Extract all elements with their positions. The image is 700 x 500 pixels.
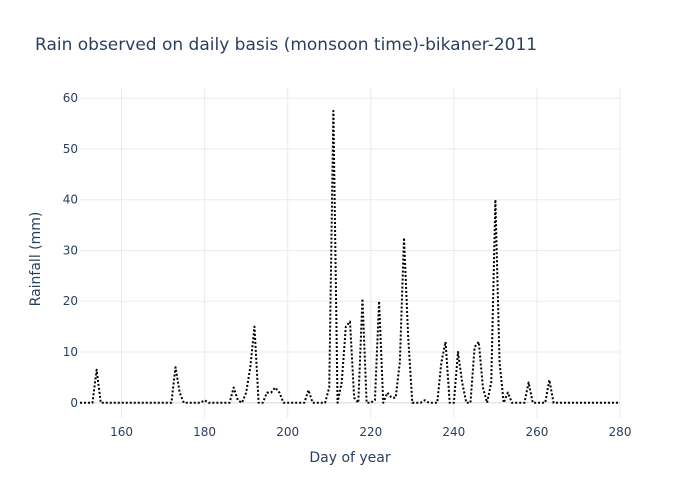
grid-lines (80, 88, 621, 418)
x-tick-label: 160 (110, 425, 133, 439)
x-tick-label: 240 (442, 425, 465, 439)
y-tick-label: 0 (70, 396, 78, 410)
x-axis-title: Day of year (309, 450, 391, 466)
x-tick-label: 200 (276, 425, 299, 439)
chart-title: Rain observed on daily basis (monsoon ti… (35, 35, 537, 55)
y-tick-label: 20 (63, 294, 78, 308)
y-tick-label: 50 (63, 142, 78, 156)
x-tick-label: 180 (193, 425, 216, 439)
plot-area (80, 109, 620, 404)
y-tick-label: 10 (63, 345, 78, 359)
y-tick-label: 40 (63, 193, 78, 207)
y-tick-label: 30 (63, 243, 78, 257)
axis-ticks: 160 180 200 220 240 260 280 0 10 20 30 40 50 60 (63, 91, 632, 439)
y-tick-label: 60 (63, 91, 78, 105)
x-tick-label: 260 (525, 425, 548, 439)
y-axis-title: Rainfall (mm) (28, 212, 44, 307)
x-tick-label: 280 (609, 425, 632, 439)
x-tick-label: 220 (359, 425, 382, 439)
series-line (80, 109, 620, 404)
